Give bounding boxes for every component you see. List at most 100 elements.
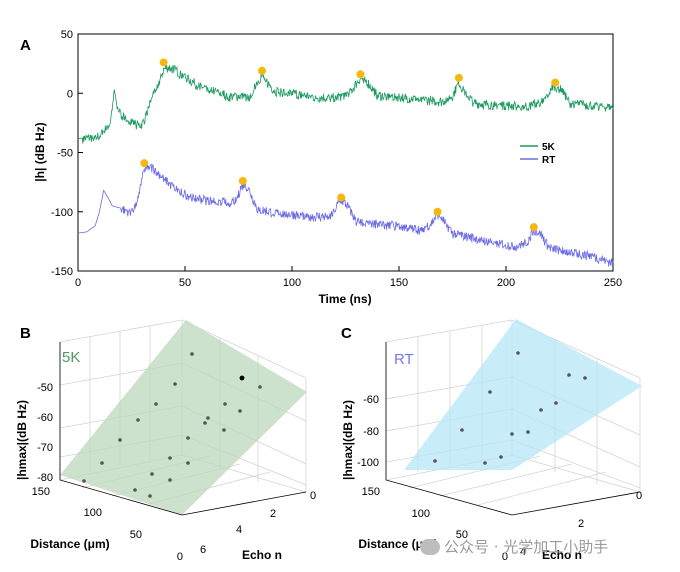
data-point bbox=[206, 416, 210, 420]
y-tick-label: -50 bbox=[57, 148, 73, 160]
data-point bbox=[460, 428, 464, 432]
c-echo-tick: 0 bbox=[636, 490, 642, 502]
legend-label-5k: 5K bbox=[542, 142, 556, 153]
peak-marker bbox=[529, 223, 538, 232]
data-point bbox=[190, 352, 194, 356]
panel-b-3d-scatter: 5K -50 -60 -70 -80 |hmax|(dB Hz) 150 100… bbox=[15, 319, 316, 563]
peak-marker bbox=[551, 78, 560, 87]
data-point bbox=[118, 438, 122, 442]
c-hmax-tick: -60 bbox=[363, 394, 379, 406]
b-echo-tick: 6 bbox=[200, 544, 206, 556]
b-distance-tick: 50 bbox=[130, 529, 142, 541]
data-point bbox=[154, 402, 158, 406]
data-point bbox=[168, 456, 172, 460]
c-distance-tick: 0 bbox=[502, 551, 508, 563]
c-distance-label: Distance (μm) bbox=[358, 537, 437, 551]
peak-marker bbox=[140, 159, 149, 168]
c-hmax-tick: -100 bbox=[357, 457, 379, 469]
data-point bbox=[222, 428, 226, 432]
data-point bbox=[516, 351, 520, 355]
legend: 5K RT bbox=[520, 142, 556, 166]
b-echo-tick: 2 bbox=[270, 508, 276, 520]
b-distance-tick: 100 bbox=[84, 507, 102, 519]
peak-marker bbox=[258, 66, 267, 75]
c-distance-tick: 50 bbox=[456, 529, 468, 541]
panel-c-3d-scatter: RT -60 -80 -100 |hmax|(dB Hz) 150 100 50… bbox=[341, 319, 642, 563]
data-point bbox=[526, 430, 530, 434]
data-point bbox=[238, 409, 242, 413]
data-point-highlight bbox=[239, 375, 245, 381]
data-point bbox=[554, 401, 558, 405]
data-point bbox=[133, 488, 137, 492]
x-axis-label: Time (ns) bbox=[318, 292, 371, 306]
y-tick-label: -100 bbox=[51, 207, 73, 219]
data-point bbox=[499, 455, 503, 459]
data-point bbox=[583, 376, 587, 380]
c-echo-label: Echo n bbox=[542, 548, 582, 562]
y-axis-label: |h| (dB Hz) bbox=[33, 122, 47, 181]
b-distance-label: Distance (μm) bbox=[30, 537, 109, 551]
data-point bbox=[483, 461, 487, 465]
y-tick-label: 50 bbox=[61, 29, 73, 41]
series-line-rt bbox=[77, 163, 614, 267]
data-point bbox=[186, 436, 190, 440]
data-point bbox=[168, 478, 172, 482]
watermark-text: 公众号 · 光学加工小助手 bbox=[444, 538, 609, 556]
data-point bbox=[539, 408, 543, 412]
b-distance-tick: 0 bbox=[177, 551, 183, 563]
c-hmax-label: |hmax|(dB Hz) bbox=[341, 400, 355, 480]
peak-marker bbox=[337, 193, 346, 202]
y-tick-label: -150 bbox=[51, 266, 73, 278]
peak-marker bbox=[159, 58, 168, 67]
y-tick-label: 0 bbox=[67, 88, 73, 100]
c-hmax-tick: -80 bbox=[363, 426, 379, 438]
data-point bbox=[186, 461, 190, 465]
panel-letter-a: A bbox=[20, 37, 31, 54]
panel-letter-b: B bbox=[20, 325, 31, 342]
data-point bbox=[433, 459, 437, 463]
c-distance-tick: 100 bbox=[412, 508, 430, 520]
data-point bbox=[148, 494, 152, 498]
b-hmax-tick: -50 bbox=[37, 382, 53, 394]
data-point bbox=[100, 461, 104, 465]
b-hmax-label: |hmax|(dB Hz) bbox=[15, 400, 29, 480]
peak-marker bbox=[238, 176, 247, 185]
x-tick-label: 250 bbox=[604, 277, 622, 289]
c-echo-tick: 2 bbox=[578, 518, 584, 530]
x-tick-label: 50 bbox=[179, 277, 191, 289]
data-point bbox=[173, 382, 177, 386]
panel-b-axes bbox=[59, 342, 307, 516]
c-distance-tick: 150 bbox=[362, 486, 380, 498]
data-point bbox=[150, 472, 154, 476]
data-point bbox=[223, 402, 227, 406]
data-point bbox=[488, 390, 492, 394]
panel-c-axes bbox=[385, 342, 641, 516]
b-hmax-tick: -70 bbox=[37, 442, 53, 454]
b-echo-tick: 4 bbox=[236, 524, 242, 536]
peak-marker bbox=[454, 73, 463, 82]
data-point bbox=[136, 418, 140, 422]
b-echo-label: Echo n bbox=[242, 548, 282, 562]
x-tick-label: 0 bbox=[75, 277, 81, 289]
wechat-icon bbox=[420, 539, 440, 555]
data-point bbox=[203, 421, 207, 425]
x-tick-label: 200 bbox=[497, 277, 515, 289]
panel-b-title: 5K bbox=[62, 349, 80, 366]
panel-letter-c: C bbox=[341, 325, 352, 342]
peak-marker bbox=[433, 207, 442, 216]
x-tick-label: 100 bbox=[283, 277, 301, 289]
x-tick-label: 150 bbox=[390, 277, 408, 289]
panel-b-fit-plane bbox=[60, 320, 307, 515]
data-point bbox=[258, 385, 262, 389]
b-hmax-tick: -60 bbox=[37, 412, 53, 424]
data-point bbox=[567, 373, 571, 377]
panel-c-title: RT bbox=[394, 351, 414, 368]
legend-label-rt: RT bbox=[542, 155, 555, 166]
b-hmax-tick: -80 bbox=[37, 472, 53, 484]
data-point bbox=[510, 432, 514, 436]
data-point bbox=[82, 479, 86, 483]
panel-c-fit-plane bbox=[404, 319, 642, 470]
peak-marker bbox=[356, 70, 365, 79]
c-echo-tick: 4 bbox=[520, 546, 526, 558]
